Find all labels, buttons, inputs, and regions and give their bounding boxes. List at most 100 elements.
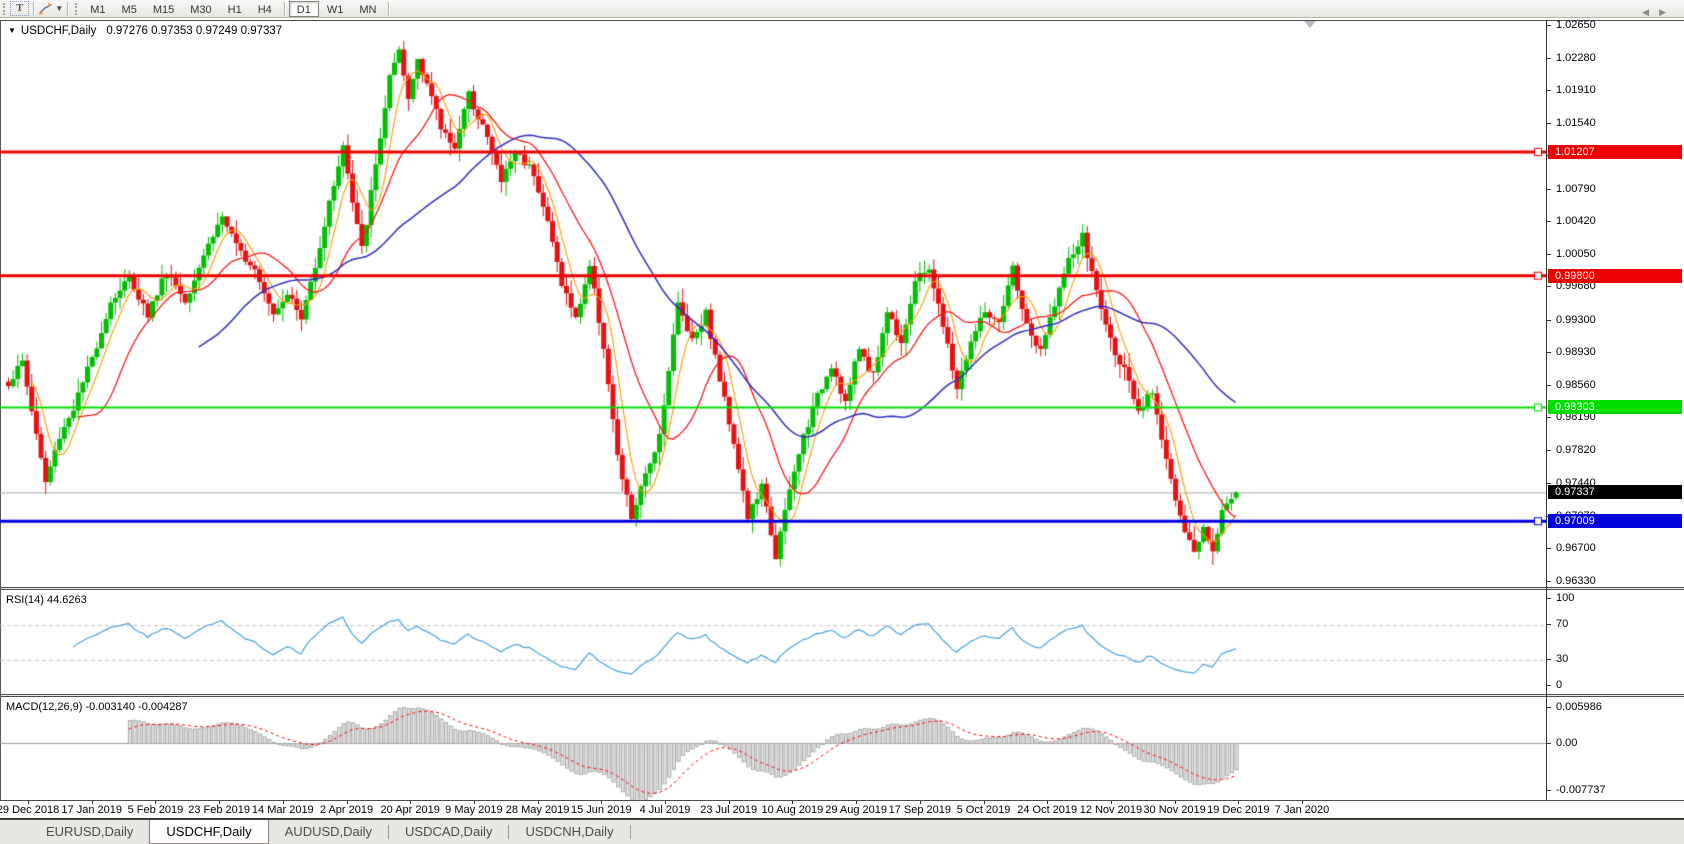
date-label: 30 Nov 2019 (1143, 804, 1206, 816)
date-axis[interactable]: 29 Dec 2018 17 Jan 2019 5 Feb 2019 23 Feb 2… (0, 801, 1684, 818)
text-tool-button[interactable]: T (10, 1, 30, 16)
price-tick (1547, 188, 1551, 190)
toolbar-separator (283, 1, 285, 16)
date-label: 5 Oct 2019 (956, 804, 1011, 816)
timeframe-button-m1[interactable]: M1 (90, 3, 106, 16)
price-tick (1547, 483, 1551, 485)
price-tick (1547, 449, 1551, 451)
date-tick (665, 801, 666, 804)
date-tick (91, 801, 93, 804)
price-tick-label: 1.01540 (1556, 116, 1596, 129)
timeframe-button-h4[interactable]: H4 (257, 3, 272, 16)
date-label: 2 Apr 2019 (319, 804, 374, 816)
timeframe-button-group: M1 M5 M15 M30 H1 H4 D1 W1 MN (82, 0, 393, 17)
rsi-tick-label: 70 (1556, 618, 1569, 630)
timeframe-button-m15[interactable]: M15 (152, 3, 175, 16)
date-label: 4 Jul 2019 (639, 804, 691, 816)
timeframe-button-mn[interactable]: MN (359, 3, 377, 16)
tab-scroll-left-icon[interactable]: ◀ (1642, 7, 1660, 17)
chart-tab-usdcnh[interactable]: USDCNH,Daily (525, 824, 614, 839)
date-tick (28, 801, 29, 804)
chart-tab-eurusd[interactable]: EURUSD,Daily (46, 824, 134, 839)
date-label: 23 Feb 2019 (188, 804, 250, 816)
rsi-panel-chart[interactable] (0, 591, 1546, 694)
price-tick-label: 1.02650 (1556, 19, 1596, 31)
date-tick (1110, 801, 1112, 804)
candlestick-chart[interactable] (0, 21, 1546, 587)
date-label: 12 Nov 2019 (1079, 804, 1143, 816)
toolbar-separator (67, 1, 69, 16)
panel-border (0, 20, 1684, 21)
rsi-indicator-label: RSI(14) 44.6263 (6, 594, 87, 606)
chart-tab-usdchf[interactable]: USDCHF,Daily (149, 820, 269, 844)
timeframe-button-w1[interactable]: W1 (326, 3, 344, 16)
timeframe-button-h1[interactable]: H1 (227, 3, 242, 16)
toolbar-separator (33, 1, 35, 16)
price-tick (1547, 548, 1551, 550)
price-tick (1547, 286, 1551, 288)
timeframe-button-d1[interactable]: D1 (288, 0, 319, 17)
level-price-tag[interactable]: 1.01207 (1548, 144, 1682, 159)
price-tick-label: 0.96700 (1556, 542, 1596, 555)
date-label: 29 Aug 2019 (825, 804, 887, 816)
price-tick (1547, 319, 1551, 321)
price-axis-line[interactable] (1546, 20, 1547, 800)
price-tick (1547, 581, 1551, 582)
price-tick (1547, 122, 1551, 124)
timeframe-button-m5[interactable]: M5 (121, 3, 137, 16)
price-tick-label: 1.00790 (1556, 182, 1596, 195)
indicators-icon[interactable] (38, 2, 53, 16)
date-label: 9 May 2019 (445, 804, 503, 816)
timeframe-button-m30[interactable]: M30 (190, 3, 212, 16)
price-tick-label: 0.97820 (1556, 443, 1596, 456)
price-tick-label: 0.99300 (1556, 313, 1596, 326)
chart-tab-usdcad[interactable]: USDCAD,Daily (405, 824, 493, 839)
price-tick-label: 0.96330 (1556, 575, 1596, 587)
panel-divider[interactable] (0, 587, 1684, 590)
price-tick (1547, 57, 1551, 59)
date-tick (219, 801, 221, 804)
date-label: 17 Jan 2019 (61, 804, 122, 816)
date-label: 28 May 2019 (505, 804, 570, 816)
macd-tick-label: -0.007737 (1556, 784, 1606, 796)
rsi-tick-label: 100 (1556, 592, 1575, 604)
rsi-tick-label: 0 (1556, 679, 1563, 691)
date-tick (1047, 801, 1049, 804)
date-label: 7 Jan 2020 (1274, 804, 1330, 816)
price-tick-label: 1.00420 (1556, 215, 1596, 228)
tab-scroll-arrows[interactable]: ◀▶ (1642, 7, 1676, 18)
date-tick (473, 801, 475, 804)
date-label: 20 Apr 2019 (380, 804, 440, 816)
chart-title[interactable]: ▼ USDCHF,Daily 0.97276 0.97353 0.97249 0.9… (8, 25, 282, 37)
level-price-tag[interactable]: 0.97009 (1548, 514, 1682, 529)
price-tick-label: 1.00050 (1556, 247, 1596, 260)
macd-tick (1547, 790, 1551, 791)
date-label: 23 Jul 2019 (700, 804, 758, 816)
level-price-tag[interactable]: 0.98303 (1548, 400, 1682, 415)
tab-scroll-right-icon[interactable]: ▶ (1659, 7, 1676, 17)
price-tick (1547, 90, 1551, 92)
date-label: 24 Oct 2019 (1017, 804, 1078, 816)
level-price-tag[interactable]: 0.99800 (1548, 268, 1682, 283)
date-tick (601, 801, 603, 804)
price-tick (1547, 384, 1551, 386)
date-label: 29 Dec 2018 (0, 804, 60, 816)
date-tick (792, 801, 794, 804)
collapse-triangle-icon[interactable]: ▼ (8, 26, 16, 35)
dropdown-arrow-icon[interactable]: ▼ (55, 4, 64, 13)
panel-divider[interactable] (0, 694, 1684, 697)
price-tick (1547, 25, 1551, 26)
macd-indicator-label: MACD(12,26,9) -0.003140 -0.004287 (6, 701, 188, 713)
date-label: 14 Mar 2019 (251, 804, 314, 816)
chart-shift-marker-icon[interactable] (1304, 21, 1316, 28)
macd-panel-chart[interactable] (0, 698, 1546, 800)
date-tick (155, 801, 157, 804)
tab-separator (508, 825, 510, 839)
toolbar-grip[interactable] (3, 2, 6, 15)
chart-tab-audusd[interactable]: AUDUSD,Daily (284, 824, 373, 839)
price-tick-label: 0.98930 (1556, 346, 1596, 359)
toolbar-grip[interactable] (75, 2, 78, 15)
macd-tick-label: 0.005986 (1556, 700, 1602, 713)
date-tick (410, 801, 412, 804)
